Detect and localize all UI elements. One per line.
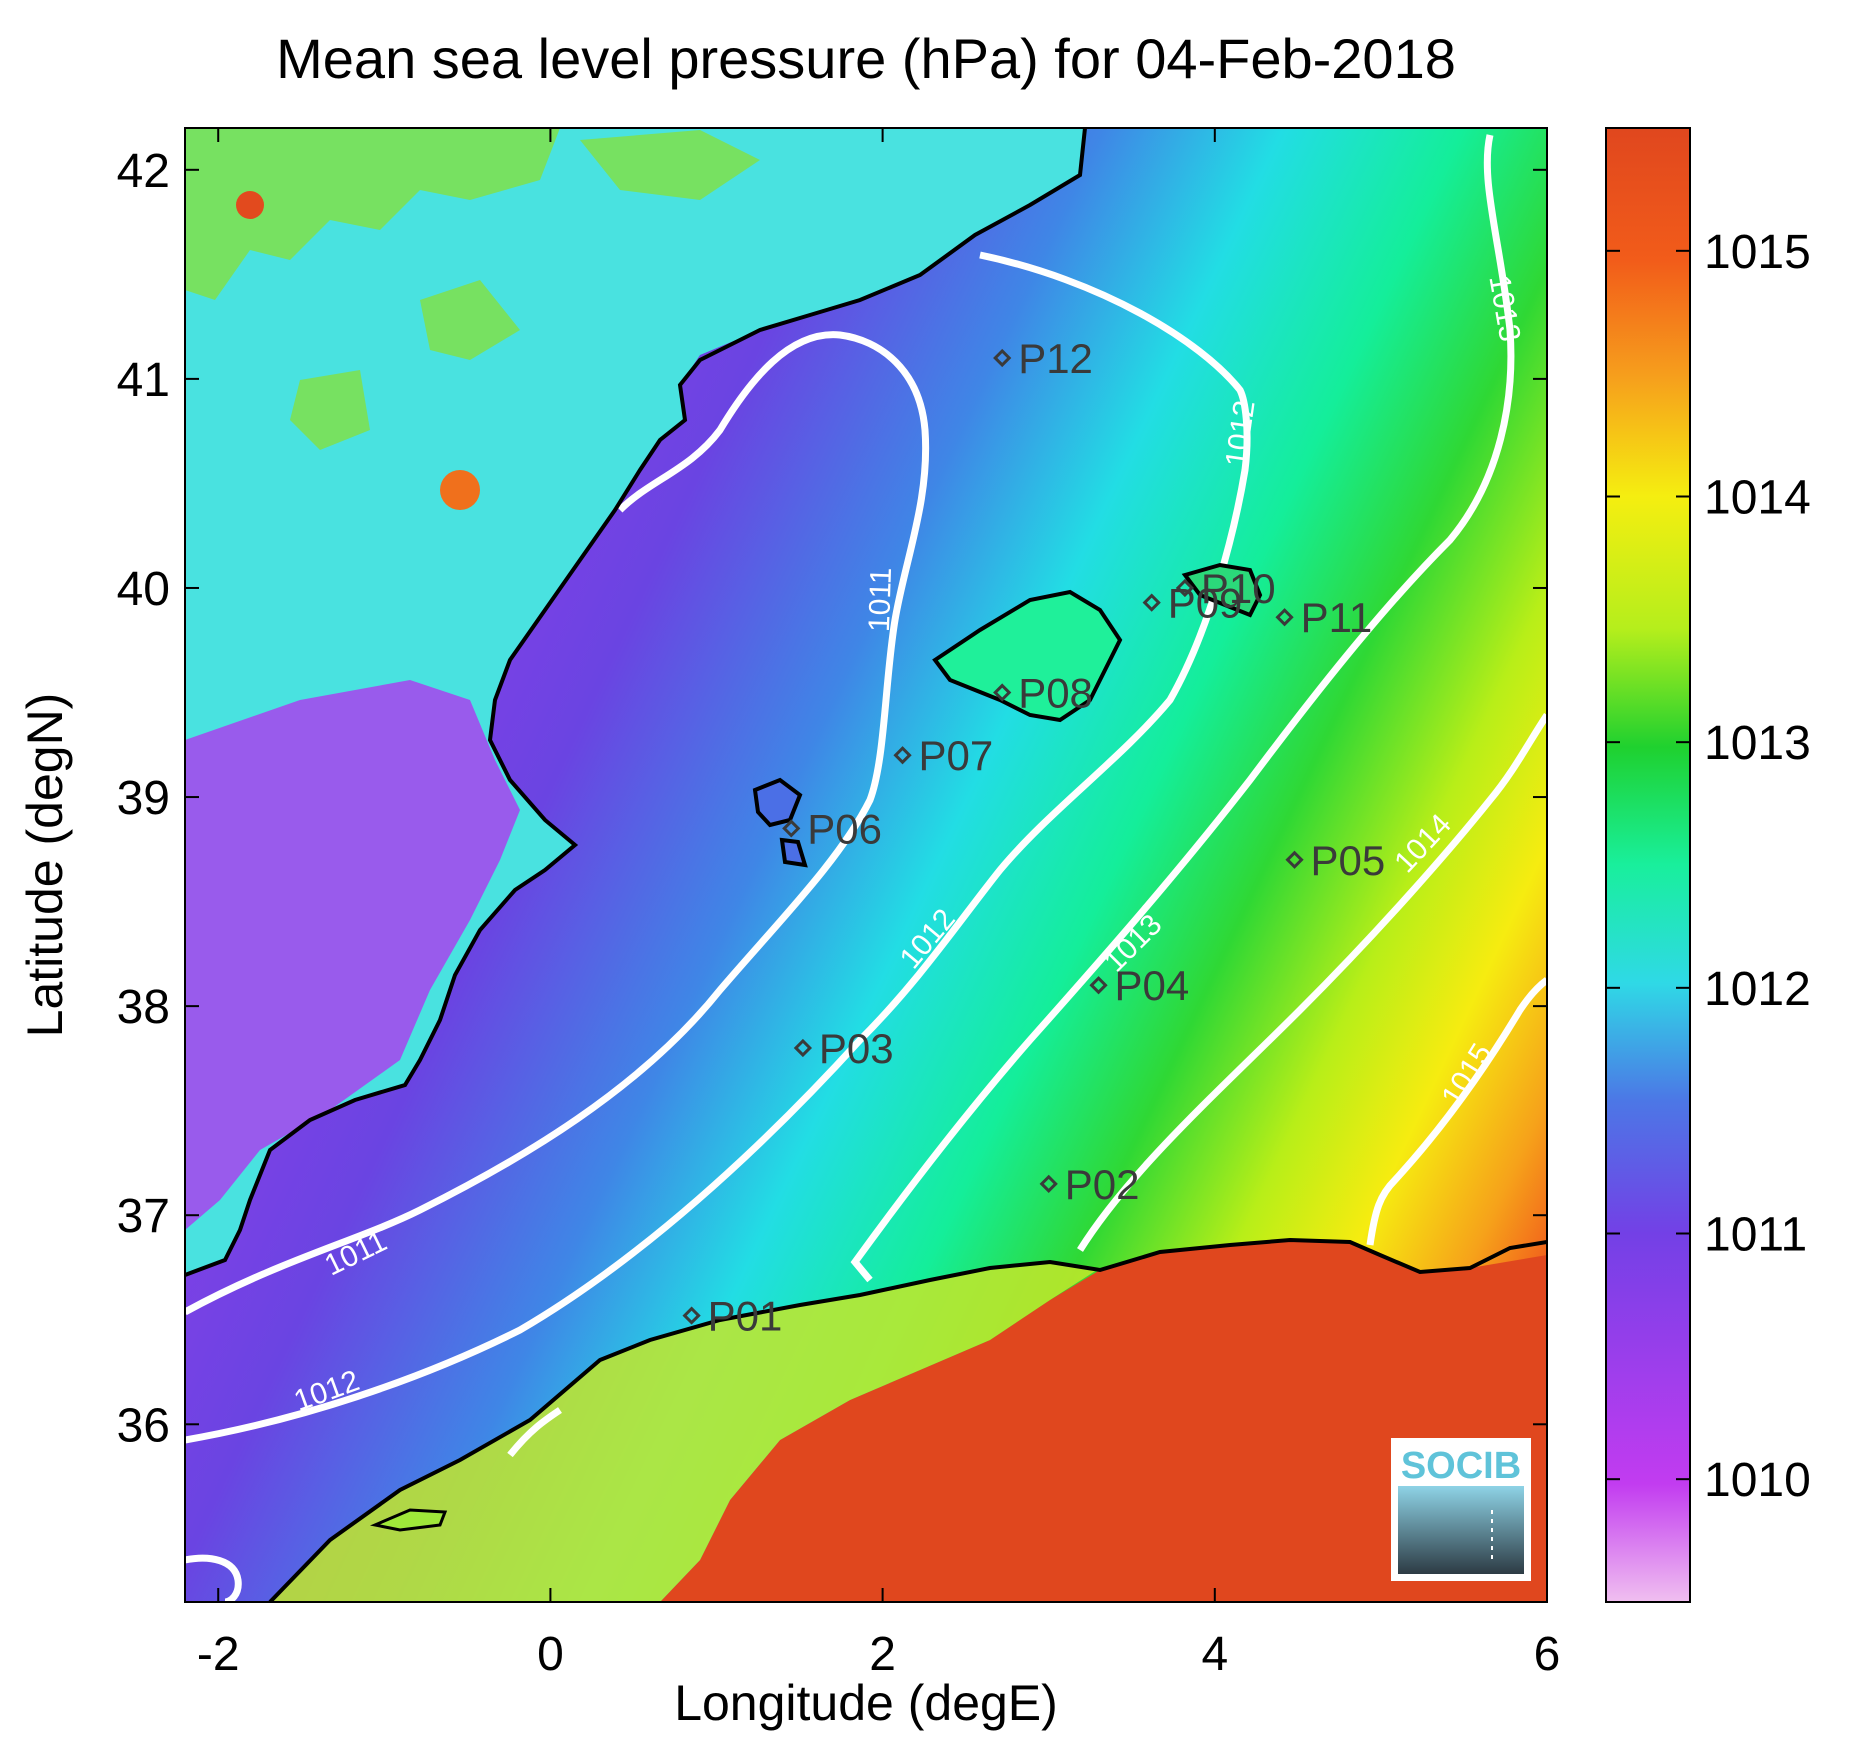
x-tick-label: 4 [1201, 1628, 1228, 1681]
station-marker [893, 746, 912, 765]
station-label: P03 [819, 1025, 894, 1072]
land-purple-lowland [185, 680, 520, 1230]
colorbar-tick-label: 1013 [1704, 717, 1811, 770]
land-africa-red [660, 1240, 1547, 1602]
contour-label-1011: 1011 [863, 567, 898, 633]
station-label: P07 [919, 732, 994, 779]
y-axis-label: Latitude (degN) [17, 693, 73, 1038]
coastline-alboran [369, 1508, 448, 1532]
contour-line-1012-sw [507, 1407, 562, 1458]
map-plot-area: 1011 1011 1012 1012 1012 1013 1013 1014 … [185, 128, 1547, 1602]
land-green-patches [185, 128, 760, 450]
colorbar-tick-label: 1011 [1704, 1209, 1807, 1262]
contour-line-1013 [850, 134, 1515, 1283]
coastline-mallorca [932, 589, 1123, 723]
y-tick-label: 40 [117, 563, 170, 616]
station-marker [1285, 850, 1304, 869]
x-tick-label: 6 [1534, 1628, 1561, 1681]
coastline-africa [268, 1237, 1547, 1602]
station-marker [993, 683, 1012, 702]
station-marker [1142, 593, 1161, 612]
land-hotspot [440, 470, 480, 510]
station-label: P12 [1018, 335, 1093, 382]
station-marker [793, 1038, 813, 1058]
station-label: P01 [708, 1293, 783, 1340]
station-label: P10 [1201, 565, 1276, 612]
coastline-menorca [1181, 562, 1263, 618]
y-tick-label: 41 [117, 354, 170, 407]
logo-text: SOCIB [1401, 1445, 1521, 1487]
station-marker [1175, 578, 1195, 598]
colorbar-tick-label: 1012 [1704, 963, 1811, 1016]
plot-frame [184, 127, 1548, 1603]
station-marker [993, 348, 1012, 368]
contour-line-1015 [1366, 977, 1547, 1246]
coastline-iberia [185, 128, 1087, 1277]
socib-logo: SOCIB [1391, 1438, 1531, 1581]
colorbar-tick-label: 1010 [1704, 1454, 1811, 1507]
x-tick-label: 0 [537, 1628, 564, 1681]
x-tick-label: 2 [869, 1628, 896, 1681]
x-tick-label: -2 [197, 1628, 240, 1681]
station-label: P08 [1018, 670, 1093, 717]
axes: -2 0 2 4 6 36 37 38 39 40 41 42 [117, 128, 1561, 1681]
colorbar: 1010 1011 1012 1013 1014 1015 [1605, 127, 1811, 1603]
colorbar-tick-label: 1015 [1704, 226, 1811, 279]
y-tick-label: 42 [117, 145, 170, 198]
contour-line-1014 [1077, 713, 1547, 1252]
chart-title: Mean sea level pressure (hPa) for 04-Feb… [276, 27, 1456, 90]
station-marker [1275, 608, 1294, 627]
station-marker [682, 1306, 701, 1325]
contour-line-1013-corner [185, 1554, 242, 1602]
station-label: P02 [1065, 1161, 1140, 1208]
colorbar-ticks: 1010 1011 1012 1013 1014 1015 [1606, 226, 1811, 1507]
y-tick-label: 39 [117, 772, 170, 825]
y-tick-label: 38 [117, 981, 170, 1034]
station-marker [1039, 1174, 1058, 1193]
station-label: P11 [1301, 594, 1373, 641]
y-tick-label: 37 [117, 1190, 170, 1243]
coastline-ibiza [752, 777, 808, 868]
colorbar-tick-label: 1014 [1704, 472, 1811, 525]
station-label: P05 [1311, 837, 1386, 884]
y-tick-label: 36 [117, 1399, 170, 1452]
land-hotspot [236, 191, 264, 219]
x-axis-label: Longitude (degE) [674, 1675, 1058, 1731]
colorbar-gradient [1605, 127, 1691, 1603]
station-marker [1089, 976, 1108, 995]
station-marker [782, 819, 801, 838]
land-africa-mixed [270, 1262, 1100, 1602]
contour-line-1012 [185, 251, 1251, 1444]
station-label: P04 [1115, 962, 1190, 1009]
station-label: P06 [807, 805, 882, 852]
contour-line-1011 [185, 331, 930, 1316]
